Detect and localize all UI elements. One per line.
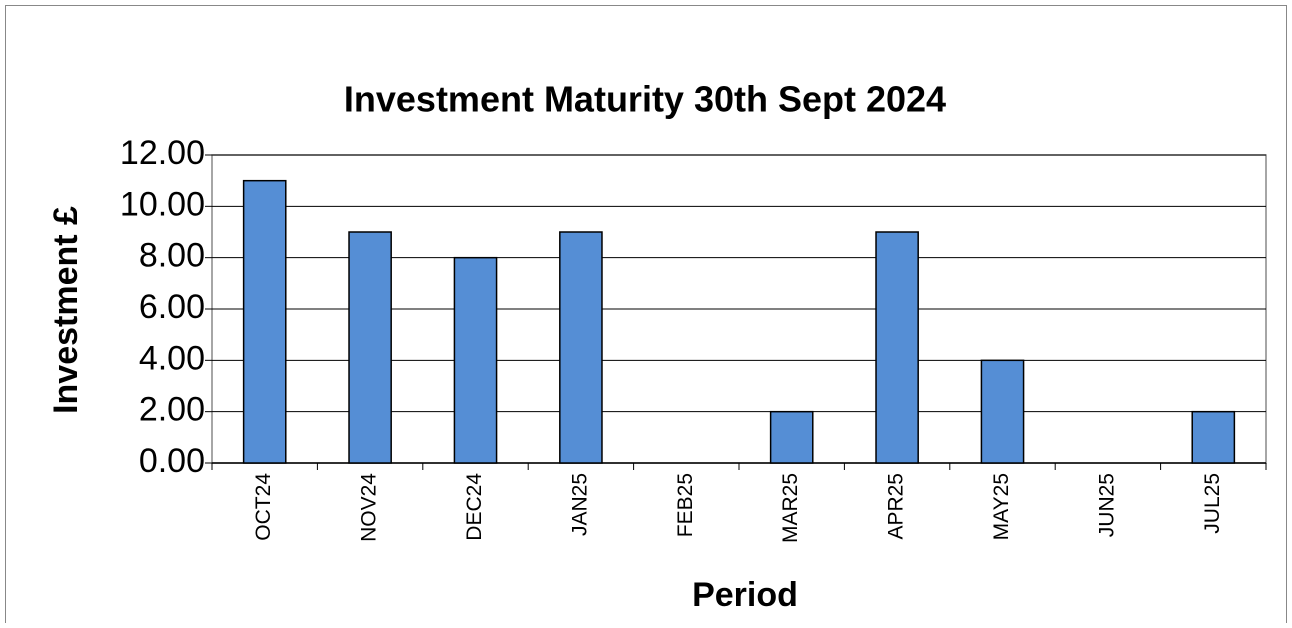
x-tick-label: OCT24 xyxy=(252,473,275,541)
bar xyxy=(242,179,287,464)
bar xyxy=(559,231,603,464)
x-tick-label: JAN25 xyxy=(568,473,591,536)
x-tick-label: JUN25 xyxy=(1095,473,1118,537)
y-tick-label: 4.00 xyxy=(139,339,205,377)
x-tick-label: JUL25 xyxy=(1201,473,1224,534)
y-tick-label: 6.00 xyxy=(139,288,205,326)
x-tick-label: MAY25 xyxy=(990,473,1013,540)
x-tick-label: APR25 xyxy=(885,473,908,540)
y-tick-label: 12.00 xyxy=(120,134,205,172)
bar xyxy=(453,256,498,464)
y-axis-label: Investment £ xyxy=(47,206,85,414)
bar xyxy=(348,231,392,464)
x-tick-label: NOV24 xyxy=(358,473,381,542)
x-tick-label: MAR25 xyxy=(779,473,802,543)
bar xyxy=(769,410,814,464)
bar xyxy=(875,231,919,464)
x-tick-label: DEC24 xyxy=(463,473,486,541)
x-tick-label: FEB25 xyxy=(674,473,697,537)
bar xyxy=(1191,410,1236,464)
chart-title: Investment Maturity 30th Sept 2024 xyxy=(344,79,946,120)
y-tick-label: 0.00 xyxy=(139,442,205,480)
y-tick-label: 2.00 xyxy=(139,391,205,429)
bar xyxy=(980,359,1025,464)
y-tick-label: 10.00 xyxy=(120,185,205,223)
y-tick-label: 8.00 xyxy=(139,237,205,275)
x-axis-label: Period xyxy=(692,576,798,614)
